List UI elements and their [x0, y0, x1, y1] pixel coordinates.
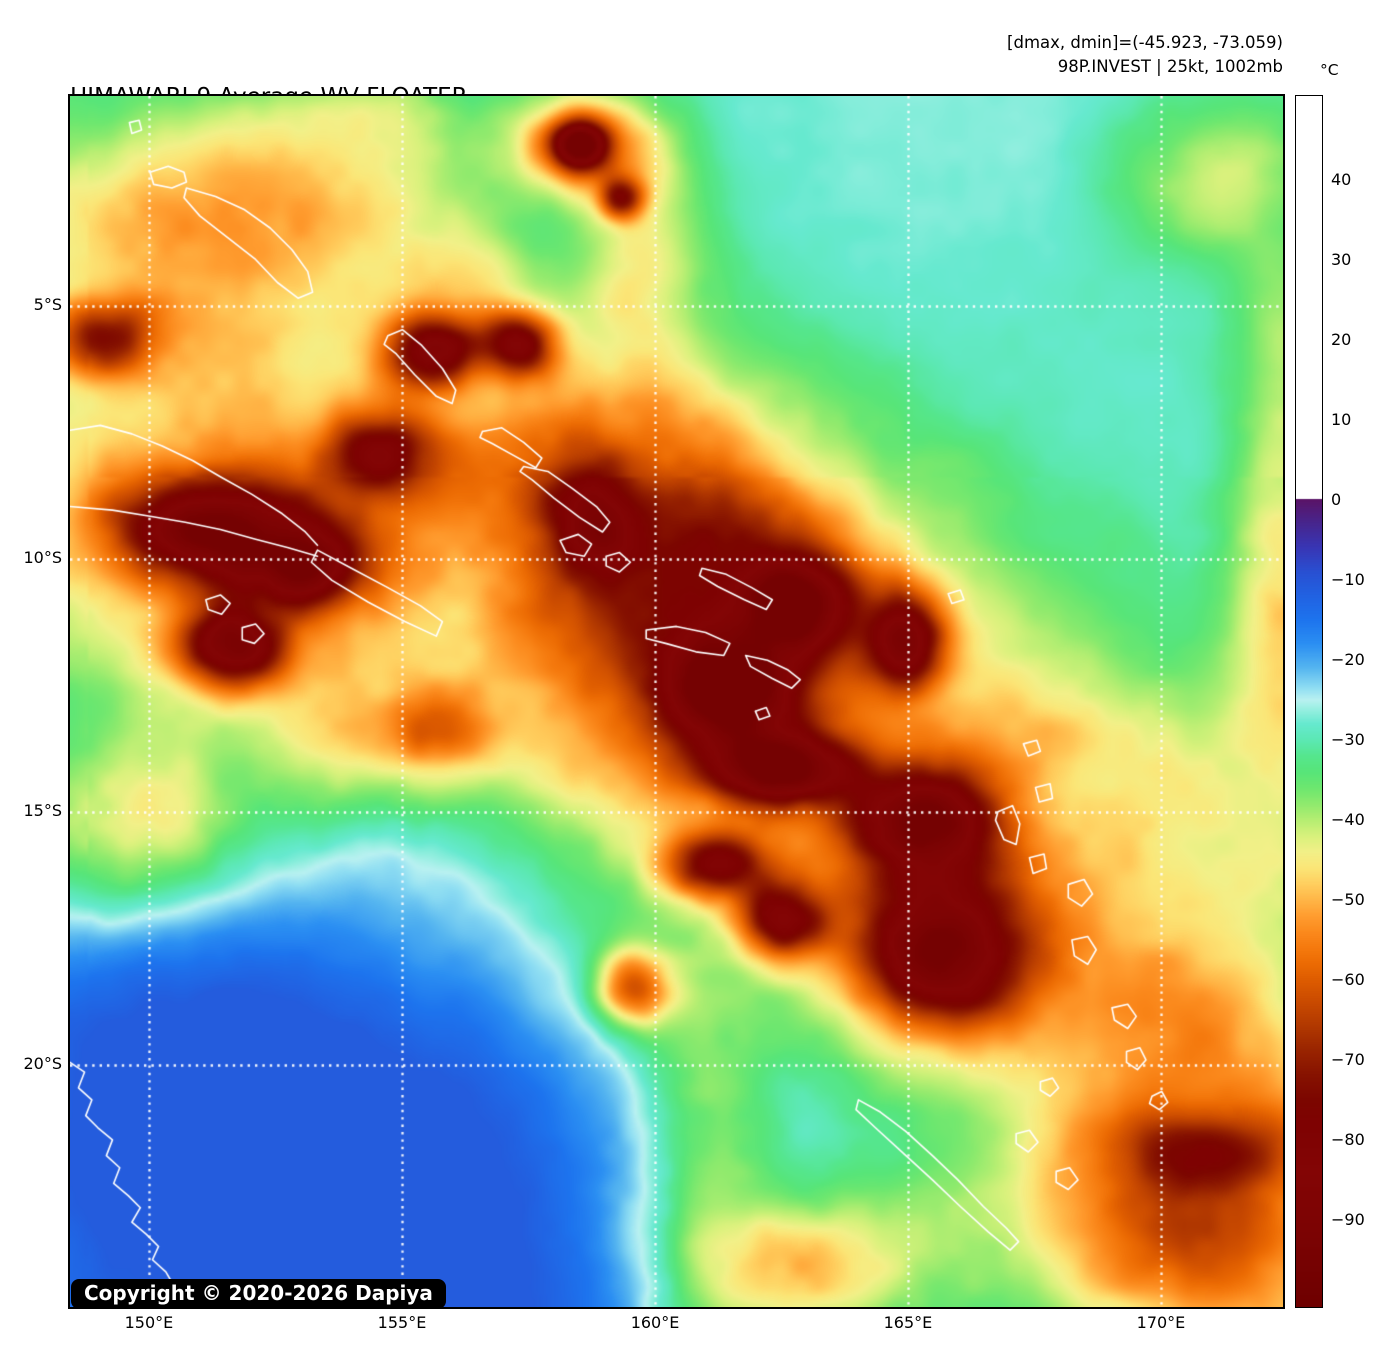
colorbar-tick-label: 0 [1331, 489, 1342, 509]
lon-tick-label: 150°E [124, 1313, 174, 1332]
colorbar-tick-label: −30 [1331, 729, 1365, 749]
colorbar-tick-label: −90 [1331, 1209, 1365, 1229]
colorbar-tick-label: 40 [1331, 169, 1352, 189]
colorbar-tick-labels: 40 30 20 10 0 −10 −20 −30 −40 −50 −60 −70 −80 −90 [1331, 96, 1387, 1307]
colorbar-tick-label: −40 [1331, 809, 1365, 829]
colorbar-tick-label: 10 [1331, 409, 1352, 429]
latitude-axis-labels: 5°S 10°S 15°S 20°S [0, 96, 62, 1307]
wv-satellite-map-canvas [70, 96, 1283, 1307]
colorbar-tick-label: −50 [1331, 889, 1365, 909]
map-plot-frame [68, 94, 1285, 1309]
lon-tick-label: 160°E [630, 1313, 680, 1332]
colorbar-gradient-canvas [1296, 96, 1322, 1307]
lat-tick-label: 5°S [33, 294, 62, 314]
dmax-dmin-annotation: [dmax, dmin]=(-45.923, -73.059) [1007, 33, 1283, 52]
lat-tick-label: 15°S [23, 800, 62, 820]
longitude-axis-labels: 150°E 155°E 160°E 165°E 170°E [70, 1313, 1283, 1337]
colorbar-frame [1295, 95, 1323, 1308]
lon-tick-label: 155°E [377, 1313, 427, 1332]
lon-tick-label: 170°E [1136, 1313, 1186, 1332]
colorbar-tick-label: −70 [1331, 1049, 1365, 1069]
copyright-badge: Copyright © 2020-2026 Dapiya [71, 1279, 446, 1309]
storm-annotation: 98P.INVEST | 25kt, 1002mb [1057, 57, 1283, 76]
colorbar-unit-label: °C [1320, 61, 1339, 79]
colorbar-tick-label: −80 [1331, 1129, 1365, 1149]
annotation-block: [dmax, dmin]=(-45.923, -73.059) 98P.INVE… [0, 31, 1283, 79]
colorbar-tick-label: −10 [1331, 569, 1365, 589]
colorbar-tick-label: 30 [1331, 249, 1352, 269]
colorbar-tick-label: −20 [1331, 649, 1365, 669]
colorbar-tick-label: −60 [1331, 969, 1365, 989]
colorbar-tick-label: 20 [1331, 329, 1352, 349]
lon-tick-label: 165°E [883, 1313, 933, 1332]
lat-tick-label: 10°S [23, 547, 62, 567]
lat-tick-label: 20°S [23, 1053, 62, 1073]
